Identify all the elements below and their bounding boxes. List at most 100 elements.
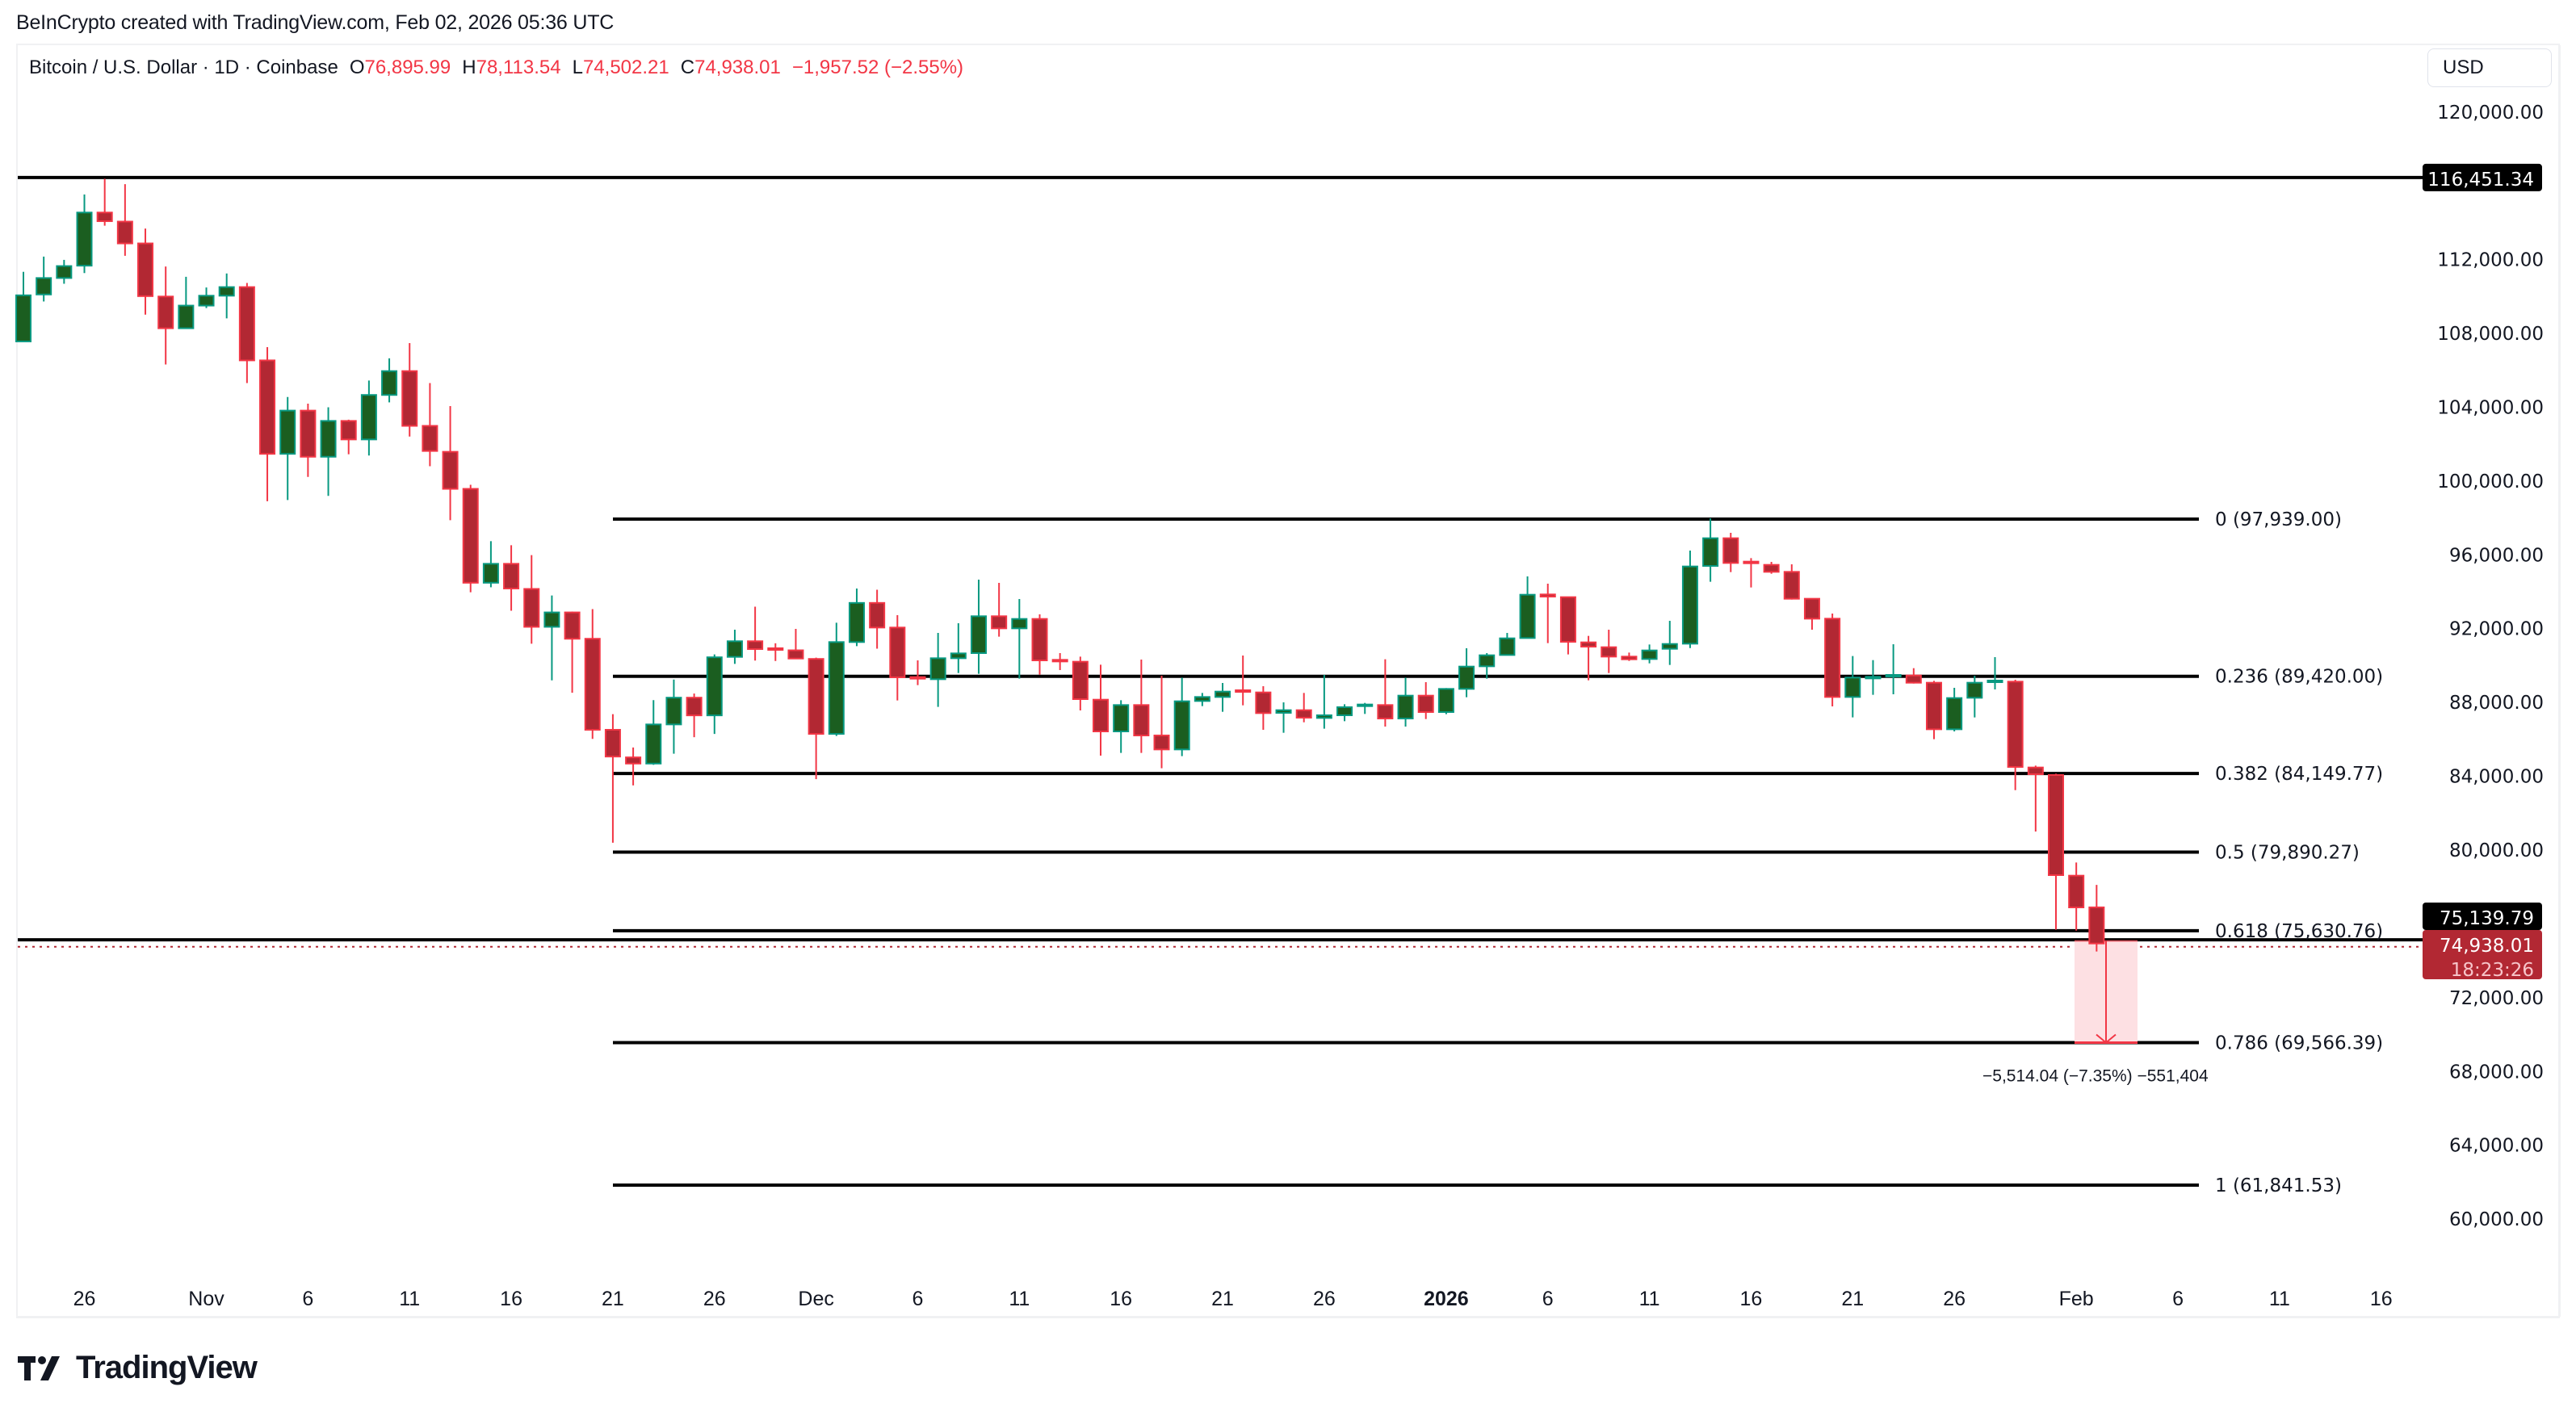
candle-up: [381, 358, 398, 403]
candle-up: [848, 588, 865, 647]
candle-down: [767, 643, 784, 661]
time-tick: 16: [500, 1288, 522, 1310]
price-range-measure[interactable]: −5,514.04 (−7.35%) −551,404: [1982, 940, 2209, 1085]
price-tick: 120,000.00: [2437, 103, 2544, 124]
candle-down: [340, 419, 357, 455]
time-tick: 6: [2172, 1288, 2184, 1310]
candle-down: [1153, 676, 1170, 769]
candle-down: [462, 484, 479, 593]
candle-down: [1133, 659, 1150, 753]
candle-up: [645, 700, 662, 765]
candle-up: [1865, 660, 1882, 695]
fib-level-label: 0.618 (75,630.76): [2215, 921, 2383, 942]
candle-up: [1499, 633, 1516, 656]
close-value: 74,938.01: [694, 57, 781, 78]
candle-down: [137, 228, 154, 315]
last-price-tag: 74,938.01 18:23:26: [2423, 930, 2542, 981]
measure-label: −5,514.04 (−7.35%) −551,404: [1982, 1066, 2209, 1085]
candle-up: [1885, 644, 1902, 695]
candle-down: [259, 347, 276, 501]
low-value: 74,502.21: [582, 57, 669, 78]
candle-down: [747, 606, 764, 661]
candle-down: [1417, 681, 1434, 719]
candles: [15, 178, 2105, 952]
candle-up: [1215, 682, 1231, 712]
candle-up: [1844, 656, 1861, 718]
candle-down: [2068, 862, 2085, 931]
time-axis[interactable]: 26 Nov 6 11 16 21 26 Dec 6 11 16 21 26 2026 6 11 16 21 26 F…: [73, 1288, 2393, 1310]
time-tick: Nov: [188, 1288, 224, 1310]
symbol-legend: Bitcoin / U.S. Dollar · 1D · Coinbase O 7…: [29, 57, 963, 79]
candle-up: [1946, 688, 1963, 732]
candle-down: [869, 589, 886, 649]
price-tick: 60,000.00: [2449, 1209, 2544, 1230]
candle-up: [1519, 576, 1536, 639]
time-tick: 16: [1740, 1288, 1763, 1310]
price-tick: 64,000.00: [2449, 1136, 2544, 1157]
candle-down: [909, 660, 926, 685]
time-tick: 16: [2370, 1288, 2393, 1310]
tradingview-logo[interactable]: TradingView: [18, 1350, 258, 1386]
candle-down: [1905, 668, 1922, 684]
candle-up: [1661, 621, 1678, 665]
candle-up: [970, 580, 987, 674]
high-value: 78,113.54: [476, 57, 561, 78]
candle-down: [787, 628, 804, 660]
low-key: L: [572, 57, 583, 78]
candle-up: [1357, 702, 1374, 714]
candle-down: [1559, 596, 1576, 655]
svg-text:116,451.34: 116,451.34: [2427, 170, 2534, 191]
candle-up: [178, 276, 195, 329]
candle-up: [36, 256, 52, 302]
candle-down: [1255, 685, 1272, 731]
horizontal-lines[interactable]: [18, 175, 2423, 948]
tradingview-logo-icon: [18, 1355, 60, 1380]
time-tick: 11: [1009, 1288, 1030, 1310]
time-tick: 26: [703, 1288, 726, 1310]
candle-down: [625, 747, 642, 786]
candle-down: [564, 611, 581, 693]
time-tick: Dec: [798, 1288, 833, 1310]
chart-frame[interactable]: [16, 44, 2560, 1318]
candle-down: [157, 266, 174, 365]
candle-down: [1580, 635, 1597, 681]
support-price-tag: 75,139.79: [2423, 903, 2542, 930]
candle-up: [1397, 677, 1414, 727]
price-tick: 108,000.00: [2437, 324, 2544, 345]
candle-up: [198, 287, 215, 308]
price-tick: 104,000.00: [2437, 397, 2544, 418]
close-key: C: [680, 57, 695, 78]
candle-down: [96, 178, 113, 226]
svg-text:75,139.79: 75,139.79: [2440, 908, 2534, 929]
time-tick: 11: [399, 1288, 420, 1310]
price-axis[interactable]: 120,000.00 112,000.00 108,000.00 104,000.00…: [18, 45, 2561, 1318]
candle-down: [1377, 659, 1394, 727]
candle-up: [1113, 700, 1130, 753]
fib-retracement[interactable]: 0 (97,939.00) 0.236 (89,420.00) 0.382 (84,…: [613, 509, 2383, 1196]
fib-level-label: 0.786 (69,566.39): [2215, 1033, 2383, 1054]
candle-up: [706, 654, 723, 735]
candle-down: [889, 615, 906, 701]
candle-down: [503, 545, 520, 611]
currency-button[interactable]: USD: [2427, 48, 2552, 87]
candle-down: [1621, 652, 1638, 661]
fib-level-label: 0.382 (84,149.77): [2215, 764, 2383, 785]
candle-up: [1437, 688, 1454, 714]
candle-up: [1702, 518, 1719, 582]
candle-down: [1925, 681, 1942, 739]
candle-up: [950, 622, 967, 673]
time-tick: 26: [1943, 1288, 1966, 1310]
price-tick: 100,000.00: [2437, 471, 2544, 492]
candle-down: [1051, 652, 1068, 670]
candle-down: [686, 693, 703, 738]
candle-down: [584, 609, 601, 739]
candle-down: [1093, 664, 1110, 756]
open-key: O: [349, 57, 365, 78]
svg-text:74,938.01: 74,938.01: [2440, 936, 2534, 957]
symbol-title[interactable]: Bitcoin / U.S. Dollar · 1D · Coinbase: [29, 57, 338, 78]
candle-up: [1173, 677, 1190, 756]
candle-up: [1479, 653, 1496, 679]
candle-up: [1194, 693, 1210, 706]
candle-up: [56, 259, 73, 284]
